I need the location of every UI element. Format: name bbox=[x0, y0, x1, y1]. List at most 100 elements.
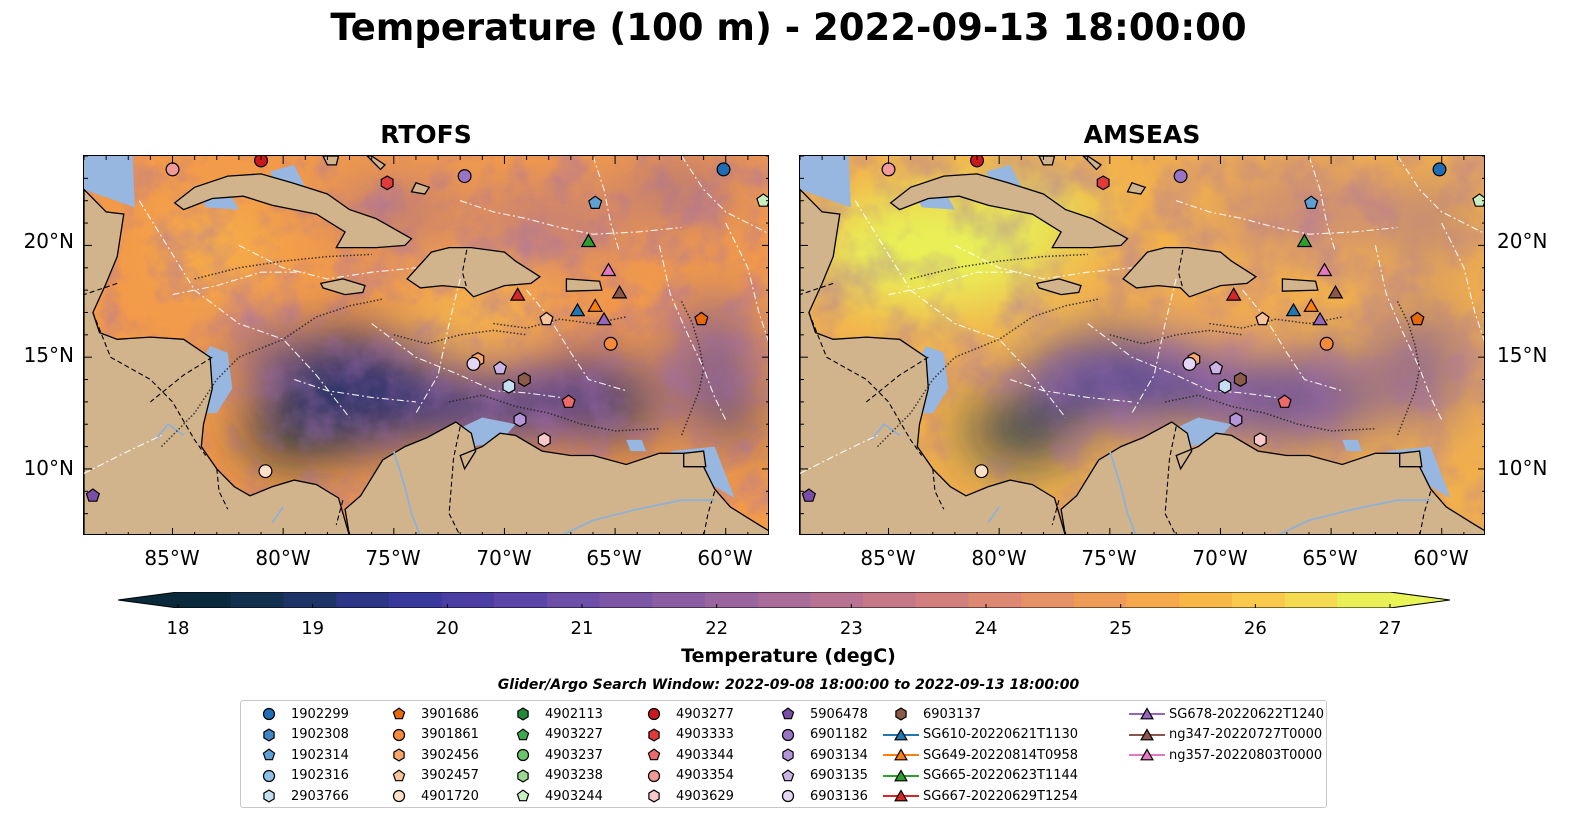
observation-marker-4901720[interactable] bbox=[974, 464, 989, 479]
legend-label: SG667-20220629T1254 bbox=[923, 788, 1079, 804]
map-rtofs-canvas bbox=[84, 156, 769, 534]
legend-entry: 4903333 bbox=[634, 725, 734, 745]
observation-marker-6903135[interactable] bbox=[492, 360, 508, 375]
observation-marker-SG610-20220621T1130[interactable] bbox=[569, 302, 586, 317]
legend-entry: 4903244 bbox=[503, 786, 603, 806]
observation-marker-2903766[interactable] bbox=[1218, 378, 1232, 394]
observation-marker-6903135[interactable] bbox=[1208, 360, 1224, 375]
observation-marker-SG649-20220814T0958[interactable] bbox=[587, 298, 604, 312]
observation-marker-4903277[interactable] bbox=[970, 156, 985, 168]
map-panel-amseas[interactable] bbox=[799, 155, 1485, 535]
colorbar-segment bbox=[810, 592, 864, 608]
legend-entry: SG667-20220629T1254 bbox=[881, 786, 1078, 806]
lat-tick-label: 15°N bbox=[1497, 343, 1548, 367]
hexagon-marker-icon bbox=[782, 748, 794, 762]
observation-marker-ng347-20220727T0000[interactable] bbox=[1327, 284, 1344, 299]
legend-label: 4903227 bbox=[545, 727, 603, 743]
colorbar-segment bbox=[546, 592, 601, 608]
observation-marker-ng357-20220803T0000[interactable] bbox=[600, 262, 617, 277]
observation-marker-SG665-20220623T1144[interactable] bbox=[1296, 233, 1313, 248]
observation-marker-6901182[interactable] bbox=[1173, 169, 1188, 184]
map-amseas-canvas bbox=[800, 156, 1485, 534]
observation-marker-ng347-20220727T0000[interactable] bbox=[611, 284, 628, 299]
triangle-marker-icon bbox=[883, 789, 919, 802]
lat-tick-label: 20°N bbox=[23, 229, 74, 253]
observation-marker-4903344[interactable] bbox=[1277, 394, 1292, 408]
legend-label: 6903134 bbox=[810, 747, 868, 763]
observation-marker-1902299[interactable] bbox=[1432, 162, 1447, 177]
observation-marker-SG665-20220623T1144[interactable] bbox=[580, 233, 597, 248]
legend-entry: 1902316 bbox=[249, 766, 349, 786]
legend-entry: SG678-20220622T1240 bbox=[1127, 704, 1324, 724]
triangle-marker-icon bbox=[883, 769, 919, 782]
observation-marker-4903354[interactable] bbox=[881, 162, 896, 177]
observation-marker-6903136[interactable] bbox=[1182, 356, 1197, 371]
hexagon-marker-icon bbox=[263, 789, 275, 803]
observation-marker-4903244[interactable] bbox=[756, 193, 769, 207]
observation-marker-3902457[interactable] bbox=[1255, 311, 1270, 326]
legend-entry: 6903134 bbox=[768, 745, 868, 765]
colorbar-segment bbox=[441, 592, 495, 608]
observation-marker-6903137[interactable] bbox=[1233, 372, 1247, 387]
lon-tick-label: 65°W bbox=[1302, 546, 1358, 570]
legend-entry: 1902308 bbox=[249, 725, 349, 745]
lon-tick-label: 75°W bbox=[365, 546, 421, 570]
observation-marker-4903333[interactable] bbox=[380, 175, 394, 191]
legend-entry: 1902314 bbox=[249, 745, 349, 765]
lon-tick-label: 80°W bbox=[971, 546, 1027, 570]
colorbar-tick-label: 18 bbox=[166, 618, 190, 639]
observation-marker-4903629[interactable] bbox=[537, 432, 551, 448]
observation-marker-3901861[interactable] bbox=[603, 336, 618, 351]
observation-marker-3901686[interactable] bbox=[694, 311, 709, 326]
observation-marker-4903277[interactable] bbox=[254, 156, 269, 168]
legend-entry: ng347-20220727T0000 bbox=[1127, 725, 1322, 745]
observation-marker-4903344[interactable] bbox=[561, 394, 576, 408]
colorbar-tick-label: 24 bbox=[974, 618, 998, 639]
legend-label: 3902456 bbox=[421, 747, 479, 763]
observation-marker-3901861[interactable] bbox=[1319, 336, 1334, 351]
observation-marker-SG678-20220622T1240[interactable] bbox=[596, 311, 612, 326]
lon-tick-label: 70°W bbox=[476, 546, 532, 570]
figure-title: Temperature (100 m) - 2022-09-13 18:00:0… bbox=[330, 6, 1247, 49]
observation-marker-ng357-20220803T0000[interactable] bbox=[1316, 262, 1333, 277]
colorbar-segment bbox=[1179, 592, 1233, 608]
colorbar-segment bbox=[915, 592, 970, 608]
observation-marker-5906478[interactable] bbox=[85, 488, 101, 502]
observation-marker-6903134[interactable] bbox=[1229, 412, 1243, 428]
observation-marker-6903136[interactable] bbox=[466, 356, 481, 371]
observation-marker-SG610-20220621T1130[interactable] bbox=[1285, 302, 1302, 317]
observation-marker-1902314[interactable] bbox=[588, 195, 603, 210]
observation-marker-4903244[interactable] bbox=[1472, 193, 1485, 207]
circle-marker-icon bbox=[781, 728, 795, 741]
observation-marker-SG667-20220629T1254[interactable] bbox=[1225, 287, 1242, 301]
lat-tick-label: 15°N bbox=[23, 343, 74, 367]
observation-marker-SG678-20220622T1240[interactable] bbox=[1312, 311, 1328, 326]
legend-label: 5906478 bbox=[810, 706, 868, 722]
observation-marker-4903333[interactable] bbox=[1096, 175, 1110, 191]
observation-marker-4901720[interactable] bbox=[258, 464, 273, 479]
legend-label: 4902113 bbox=[545, 706, 603, 722]
observation-marker-6903137[interactable] bbox=[517, 372, 531, 387]
legend-entry: 4903227 bbox=[503, 725, 603, 745]
observation-marker-1902299[interactable] bbox=[716, 162, 731, 177]
map-panel-rtofs[interactable] bbox=[83, 155, 769, 535]
legend-label: SG649-20220814T0958 bbox=[923, 747, 1079, 763]
observation-marker-1902314[interactable] bbox=[1304, 195, 1319, 210]
pentagon-marker-icon bbox=[262, 748, 276, 761]
observation-marker-3902457[interactable] bbox=[539, 311, 554, 326]
colorbar-tick-label: 22 bbox=[705, 618, 729, 639]
observation-marker-6901182[interactable] bbox=[457, 169, 472, 184]
legend-label: SG665-20220623T1144 bbox=[923, 768, 1079, 784]
observation-marker-5906478[interactable] bbox=[801, 488, 817, 502]
observation-marker-6903134[interactable] bbox=[513, 412, 527, 428]
observation-marker-3901686[interactable] bbox=[1410, 311, 1425, 326]
observation-marker-2903766[interactable] bbox=[502, 378, 516, 394]
legend-entry: ng357-20220803T0000 bbox=[1127, 745, 1322, 765]
observation-marker-4903629[interactable] bbox=[1253, 432, 1267, 448]
observation-marker-SG649-20220814T0958[interactable] bbox=[1303, 298, 1320, 312]
colorbar-segment bbox=[178, 592, 232, 608]
observation-marker-4903354[interactable] bbox=[165, 162, 180, 177]
observation-marker-SG667-20220629T1254[interactable] bbox=[509, 287, 526, 301]
colorbar-segment bbox=[652, 592, 706, 608]
legend-label: 6903137 bbox=[923, 706, 981, 722]
